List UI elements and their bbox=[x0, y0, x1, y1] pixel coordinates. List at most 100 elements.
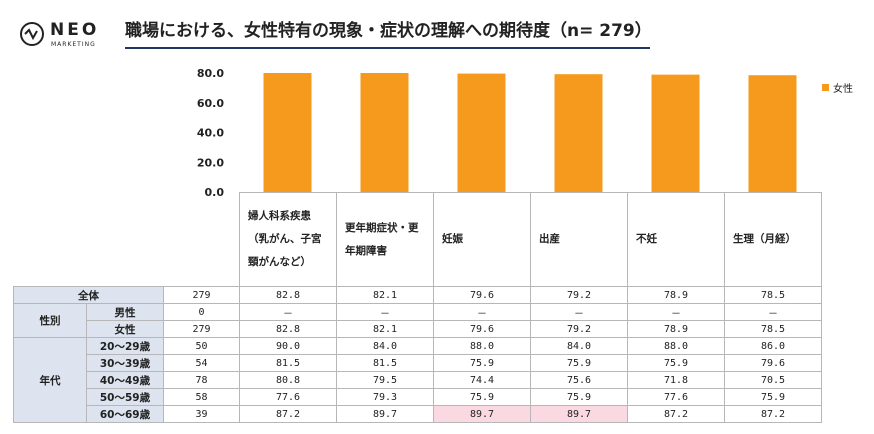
column-header: 婦人科系疾患 （乳がん、子宮 頸がんなど） bbox=[239, 192, 337, 287]
value-cell: 79.2 bbox=[530, 286, 628, 304]
row-label: 60～69歳 bbox=[86, 405, 164, 423]
row-label: 30～39歳 bbox=[86, 354, 164, 372]
value-cell: 77.6 bbox=[239, 388, 337, 406]
value-cell: 70.5 bbox=[724, 371, 822, 389]
value-cell: 90.0 bbox=[239, 337, 337, 355]
value-cell: － bbox=[239, 303, 337, 321]
table-row: 40～49歳 78 80.8 79.5 74.4 75.6 71.8 70.5 bbox=[14, 371, 822, 389]
row-group-label: 性別 bbox=[13, 303, 87, 338]
table-row: 全体 279 82.8 82.1 79.6 79.2 78.9 78.5 bbox=[13, 286, 822, 304]
value-cell: 82.1 bbox=[336, 320, 434, 338]
value-cell: 87.2 bbox=[239, 405, 337, 423]
value-cell: － bbox=[433, 303, 531, 321]
bar-chart: 0.0 20.0 40.0 60.0 80.0 bbox=[197, 67, 797, 199]
sample-size-cell: 279 bbox=[163, 320, 240, 338]
legend-swatch bbox=[822, 84, 829, 91]
column-header: 不妊 bbox=[627, 192, 725, 287]
bar bbox=[457, 73, 506, 192]
table-row: 年代 20～29歳 50 90.0 84.0 88.0 84.0 88.0 86.0 bbox=[13, 337, 822, 423]
value-cell: 89.7 bbox=[530, 405, 628, 423]
column-header: 更年期症状・更 年期障害 bbox=[336, 192, 434, 287]
value-cell: 75.9 bbox=[530, 354, 628, 372]
value-cell: 79.6 bbox=[433, 320, 531, 338]
value-cell: 75.9 bbox=[724, 388, 822, 406]
row-label: 20～29歳 bbox=[86, 337, 164, 355]
value-cell: － bbox=[724, 303, 822, 321]
table-row: 女性 279 82.8 82.1 79.6 79.2 78.9 78.5 bbox=[14, 320, 822, 338]
value-cell: 81.5 bbox=[336, 354, 434, 372]
value-cell: 82.8 bbox=[239, 320, 337, 338]
column-header: 出産 bbox=[530, 192, 628, 287]
sample-size-cell: 279 bbox=[163, 286, 240, 304]
value-cell: 75.9 bbox=[627, 354, 725, 372]
table-corner-blank bbox=[14, 193, 240, 287]
sample-size-cell: 58 bbox=[163, 388, 240, 406]
value-cell: 79.2 bbox=[530, 320, 628, 338]
value-cell: 79.5 bbox=[336, 371, 434, 389]
row-label: 全体 bbox=[13, 286, 164, 304]
legend-label: 女性 bbox=[833, 84, 853, 95]
y-tick-label: 80.0 bbox=[197, 67, 224, 80]
row-label: 女性 bbox=[86, 320, 164, 338]
table-row: 60～69歳 39 87.2 89.7 89.7 89.7 87.2 87.2 bbox=[14, 405, 822, 423]
value-cell: 87.2 bbox=[627, 405, 725, 423]
value-cell: － bbox=[530, 303, 628, 321]
sample-size-cell: 78 bbox=[163, 371, 240, 389]
value-cell: 88.0 bbox=[627, 337, 725, 355]
row-label: 男性 bbox=[86, 303, 164, 321]
value-cell: 75.9 bbox=[530, 388, 628, 406]
value-cell: 89.7 bbox=[336, 405, 434, 423]
table-row: 50～59歳 58 77.6 79.3 75.9 75.9 77.6 75.9 bbox=[14, 388, 822, 406]
value-cell: 84.0 bbox=[336, 337, 434, 355]
bar bbox=[748, 75, 797, 192]
value-cell: 86.0 bbox=[724, 337, 822, 355]
brand-logo: NEO MARKETING bbox=[20, 18, 100, 52]
column-header: 生理（月経） bbox=[724, 192, 822, 287]
value-cell: 89.7 bbox=[433, 405, 531, 423]
table-header-row: 婦人科系疾患 （乳がん、子宮 頸がんなど） 更年期症状・更 年期障害 妊娠 出産 不妊 生理（月… bbox=[14, 192, 822, 287]
value-cell: 84.0 bbox=[530, 337, 628, 355]
value-cell: 75.9 bbox=[433, 354, 531, 372]
logo-text: NEO bbox=[50, 20, 100, 40]
sample-size-cell: 0 bbox=[163, 303, 240, 321]
sample-size-cell: 50 bbox=[163, 337, 240, 355]
value-cell: 78.9 bbox=[627, 286, 725, 304]
data-table: 婦人科系疾患 （乳がん、子宮 頸がんなど） 更年期症状・更 年期障害 妊娠 出産 不妊 生理（月… bbox=[13, 192, 822, 423]
bar bbox=[651, 74, 700, 192]
legend: 女性 bbox=[822, 80, 853, 95]
value-cell: 88.0 bbox=[433, 337, 531, 355]
row-label: 50～59歳 bbox=[86, 388, 164, 406]
value-cell: － bbox=[627, 303, 725, 321]
value-cell: 78.9 bbox=[627, 320, 725, 338]
sample-size-cell: 39 bbox=[163, 405, 240, 423]
value-cell: 81.5 bbox=[239, 354, 337, 372]
value-cell: － bbox=[336, 303, 434, 321]
value-cell: 74.4 bbox=[433, 371, 531, 389]
value-cell: 71.8 bbox=[627, 371, 725, 389]
value-cell: 75.9 bbox=[433, 388, 531, 406]
chart-title: 職場における、女性特有の現象・症状の理解への期待度（n= 279） bbox=[125, 21, 652, 41]
value-cell: 82.1 bbox=[336, 286, 434, 304]
y-tick-label: 60.0 bbox=[197, 97, 224, 110]
value-cell: 80.8 bbox=[239, 371, 337, 389]
value-cell: 87.2 bbox=[724, 405, 822, 423]
row-label: 40～49歳 bbox=[86, 371, 164, 389]
bar bbox=[554, 74, 603, 192]
value-cell: 79.6 bbox=[433, 286, 531, 304]
sample-size-cell: 54 bbox=[163, 354, 240, 372]
value-cell: 75.6 bbox=[530, 371, 628, 389]
table-row: 性別 男性 0 －－－－－－ bbox=[13, 303, 822, 338]
value-cell: 77.6 bbox=[627, 388, 725, 406]
y-tick-label: 40.0 bbox=[197, 127, 224, 140]
title-underline bbox=[125, 47, 650, 49]
row-group-label: 年代 bbox=[13, 337, 87, 423]
value-cell: 78.5 bbox=[724, 286, 822, 304]
bar bbox=[360, 73, 409, 192]
value-cell: 79.3 bbox=[336, 388, 434, 406]
y-tick-label: 20.0 bbox=[197, 156, 224, 169]
value-cell: 78.5 bbox=[724, 320, 822, 338]
value-cell: 82.8 bbox=[239, 286, 337, 304]
column-header: 妊娠 bbox=[433, 192, 531, 287]
y-tick-label: 0.0 bbox=[205, 186, 225, 199]
logo-mark-icon bbox=[20, 22, 44, 46]
